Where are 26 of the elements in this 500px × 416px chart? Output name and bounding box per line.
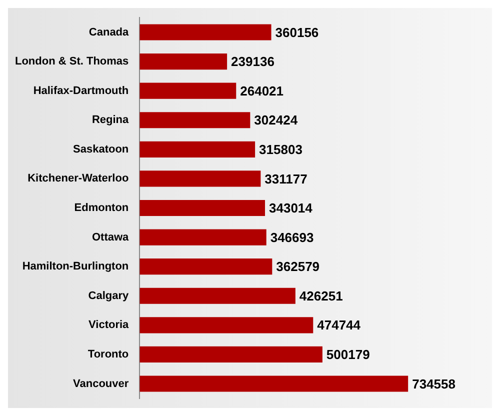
data-label: 346693 <box>270 230 314 245</box>
data-label: 734558 <box>412 376 456 392</box>
y-tick-label: Regina <box>92 114 130 126</box>
y-tick-label: Saskatoon <box>73 143 129 156</box>
data-label: 426251 <box>299 288 343 304</box>
y-tick-label: Edmonton <box>74 202 129 214</box>
data-label: 264021 <box>240 83 284 98</box>
y-tick-label: Kitchener-Waterloo <box>28 172 129 185</box>
y-tick-label: Halifax-Dartmouth <box>33 84 129 97</box>
y-tick-label: Hamilton-Burlington <box>22 260 129 273</box>
data-label: 343014 <box>269 200 314 216</box>
data-label: 360156 <box>275 24 319 40</box>
y-tick-label: Vancouver <box>73 378 130 390</box>
y-tick-label: Canada <box>88 26 130 38</box>
data-label: 239136 <box>231 54 274 70</box>
y-tick-label: Calgary <box>88 290 130 302</box>
y-tick-label: Victoria <box>88 319 130 332</box>
data-label: 362579 <box>276 259 320 274</box>
data-label: 331177 <box>264 171 308 186</box>
data-label: 474744 <box>317 318 362 333</box>
y-tick-label: Toronto <box>88 348 129 360</box>
data-label: 302424 <box>254 112 298 128</box>
data-label: 315803 <box>259 142 302 157</box>
y-tick-label: London & St. Thomas <box>14 56 129 68</box>
y-tick-label: Ottawa <box>92 231 130 244</box>
data-label: 500179 <box>326 347 370 362</box>
